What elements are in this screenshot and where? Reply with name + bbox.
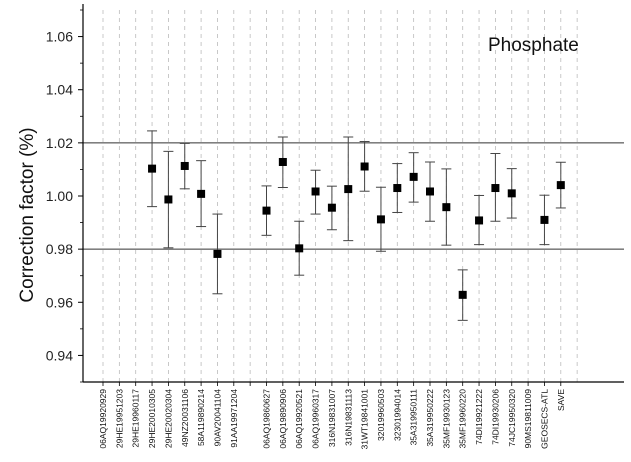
data-point [278,157,287,166]
data-point [507,189,516,198]
y-tick-labels: 0.94 0.96 0.98 1.00 1.02 1.04 1.06 [46,29,73,364]
y-tick-label: 0.94 [46,347,73,363]
data-point [197,189,206,198]
x-tick-label: 91AA19971204 [229,389,239,448]
x-tick-label: 32301994014 [392,389,402,441]
x-tick-label: 316N19831007 [327,389,337,447]
chart-annotation: Phosphate [488,35,579,56]
y-tick-label: 1.06 [46,29,73,45]
x-tick-label: 74DI19930206 [490,389,500,445]
x-tick-label: 316N19831113 [343,389,353,446]
axes [78,4,624,386]
y-tick-label: 1.02 [46,135,73,151]
data-point [556,181,565,190]
x-tick-label: 06AQ19890906 [278,389,288,449]
y-tick-label: 1.00 [46,188,73,204]
x-tick-label: 29HE19951203 [114,389,124,448]
data-points [148,157,565,299]
data-point [442,203,451,212]
x-tick-label: 29HE19960117 [131,389,141,448]
x-tick-label: 31WT19841001 [360,389,370,450]
reference-lines [83,142,624,250]
data-point [295,244,304,253]
data-point [262,206,271,215]
data-point [360,162,369,171]
y-tick-label: 0.96 [46,294,73,310]
y-axis-label: Correction factor (%) [17,127,38,302]
y-tick-label: 0.98 [46,241,73,257]
data-point [458,290,467,299]
x-tick-label: SAVE [556,389,566,411]
data-point [409,172,418,181]
y-tick-label: 1.04 [46,82,73,98]
x-tick-label: 06AQ19920929 [98,389,108,449]
data-point [491,184,500,193]
x-tick-label: 35A319950111 [409,389,419,446]
x-tick-label: 58A119890214 [196,389,206,446]
data-point [213,249,222,258]
x-tick-label: 06AQ19920521 [294,389,304,449]
data-point [311,187,320,196]
x-tick-label: 90MS19811009 [523,389,533,449]
data-point [475,216,484,225]
x-tick-label: 49NZ20031106 [180,389,190,447]
data-point [148,164,157,173]
x-tick-label: GEOSECS-ATL [539,389,549,449]
x-tick-label: 06AQ19960317 [311,389,321,449]
error-bars [147,130,566,321]
vertical-gridlines [102,10,578,382]
x-tick-label: 35MF19960220 [458,389,468,449]
x-tick-label: 90AV20041104 [212,389,222,447]
x-tick-label: 35A319950222 [425,389,435,447]
x-tick-label: 06AQ19860627 [262,389,272,449]
data-point [180,161,189,170]
data-point [327,203,336,212]
x-tick-labels: 06AQ19920929 29HE19951203 29HE19960117 29HE… [98,389,566,450]
x-tick-label: 29HE20010305 [147,389,157,448]
x-tick-label: 74DI19921222 [474,389,484,445]
data-point [540,215,549,224]
x-tick-label: 74JC19950320 [507,389,517,447]
data-point [426,187,434,196]
x-tick-label: 29HE20020304 [163,389,173,448]
data-point [344,185,353,194]
data-point [376,215,385,224]
data-point [164,195,173,204]
data-point [393,184,402,193]
x-tick-label: 32019960503 [376,389,386,441]
x-tick-label: 35MF19930123 [441,389,451,449]
